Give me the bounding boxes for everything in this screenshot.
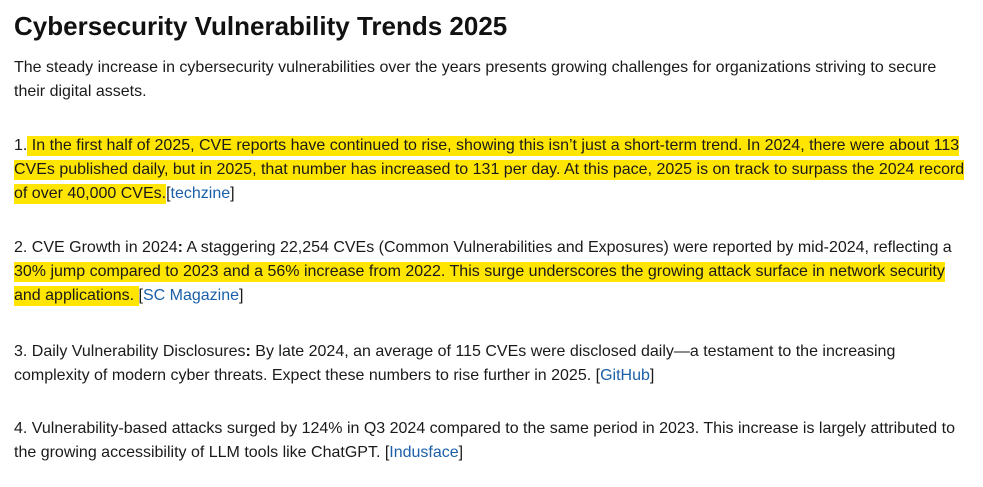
- list-item-2: 2. CVE Growth in 2024: A staggering 22,2…: [14, 239, 952, 306]
- list-item-1: 1. In the first half of 2025, CVE report…: [14, 136, 965, 204]
- source-link-sc-magazine[interactable]: SC Magazine: [142, 287, 240, 304]
- item-text: Vulnerability-based attacks surged by 12…: [14, 420, 955, 461]
- source-link-techzine[interactable]: techzine: [170, 185, 231, 202]
- item-text: By late 2024, an average of 115 CVEs wer…: [14, 343, 896, 384]
- item-number: 3.: [14, 343, 28, 360]
- item-heading: Daily Vulnerability Disclosures: [31, 343, 246, 360]
- item-number: 1.: [14, 137, 28, 154]
- page-title: Cybersecurity Vulnerability Trends 2025: [14, 11, 508, 41]
- item-heading-colon: :: [245, 343, 251, 360]
- list-item-3: 3. Daily Vulnerability Disclosures: By l…: [14, 343, 896, 384]
- item-heading-colon: :: [177, 239, 183, 256]
- intro-paragraph: The steady increase in cybersecurity vul…: [14, 59, 937, 100]
- item-number: 4.: [14, 420, 28, 437]
- item-number: 2.: [14, 239, 28, 256]
- list-item-4: 4. Vulnerability-based attacks surged by…: [14, 420, 955, 461]
- item-text: A staggering 22,254 CVEs (Common Vulnera…: [182, 239, 952, 256]
- source-link-github[interactable]: GitHub: [600, 367, 650, 384]
- highlighted-text: In the first half of 2025, CVE reports h…: [14, 136, 965, 204]
- item-heading: CVE Growth in 2024: [31, 239, 178, 256]
- source-link-indusface[interactable]: Indusface: [389, 444, 459, 461]
